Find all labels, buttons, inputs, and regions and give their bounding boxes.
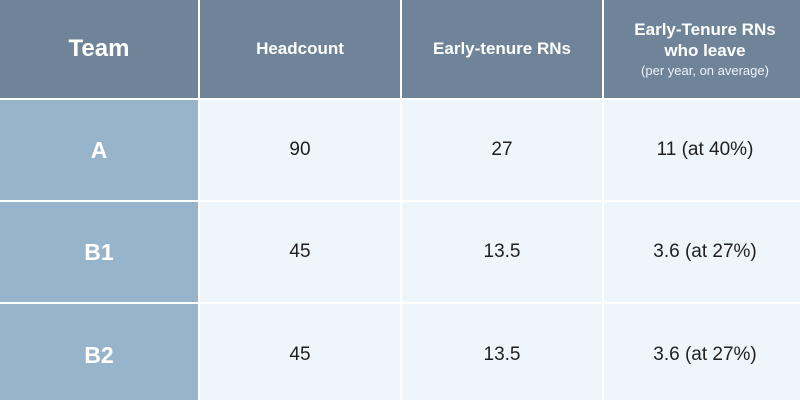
header-team-label: Team <box>68 35 130 62</box>
team-label: B1 <box>84 238 114 265</box>
cell-leave-b1: 3.6 (at 27%) <box>604 202 800 302</box>
header-team: Team <box>0 0 198 98</box>
early-tenure-value: 13.5 <box>483 241 521 262</box>
header-leave-line2: who leave <box>664 40 746 60</box>
header-leave-line1: Early-Tenure RNs <box>634 19 776 39</box>
headcount-value: 45 <box>289 241 311 262</box>
header-leave: Early-Tenure RNs who leave (per year, on… <box>604 0 800 98</box>
cell-early-tenure-a: 27 <box>402 100 602 200</box>
headcount-value: 45 <box>289 344 311 365</box>
leave-value: 3.6 (at 27%) <box>653 241 757 262</box>
row-header-b1: B1 <box>0 202 198 302</box>
cell-headcount-a: 90 <box>200 100 400 200</box>
headcount-value: 90 <box>289 139 311 160</box>
header-early-tenure: Early-tenure RNs <box>402 0 602 98</box>
row-header-b2: B2 <box>0 304 198 400</box>
cell-leave-a: 11 (at 40%) <box>604 100 800 200</box>
row-header-a: A <box>0 100 198 200</box>
header-headcount: Headcount <box>200 0 400 98</box>
header-headcount-label: Headcount <box>256 39 344 59</box>
cell-early-tenure-b1: 13.5 <box>402 202 602 302</box>
header-leave-sub: (per year, on average) <box>641 63 769 79</box>
cell-early-tenure-b2: 13.5 <box>402 304 602 400</box>
team-label: B2 <box>84 341 114 368</box>
leave-value: 3.6 (at 27%) <box>653 344 757 365</box>
early-tenure-value: 13.5 <box>483 344 521 365</box>
header-early-tenure-label: Early-tenure RNs <box>433 39 571 59</box>
cell-leave-b2: 3.6 (at 27%) <box>604 304 800 400</box>
early-tenure-value: 27 <box>491 139 513 160</box>
team-label: A <box>90 136 108 163</box>
leave-value: 11 (at 40%) <box>656 139 754 160</box>
cell-headcount-b1: 45 <box>200 202 400 302</box>
cell-headcount-b2: 45 <box>200 304 400 400</box>
